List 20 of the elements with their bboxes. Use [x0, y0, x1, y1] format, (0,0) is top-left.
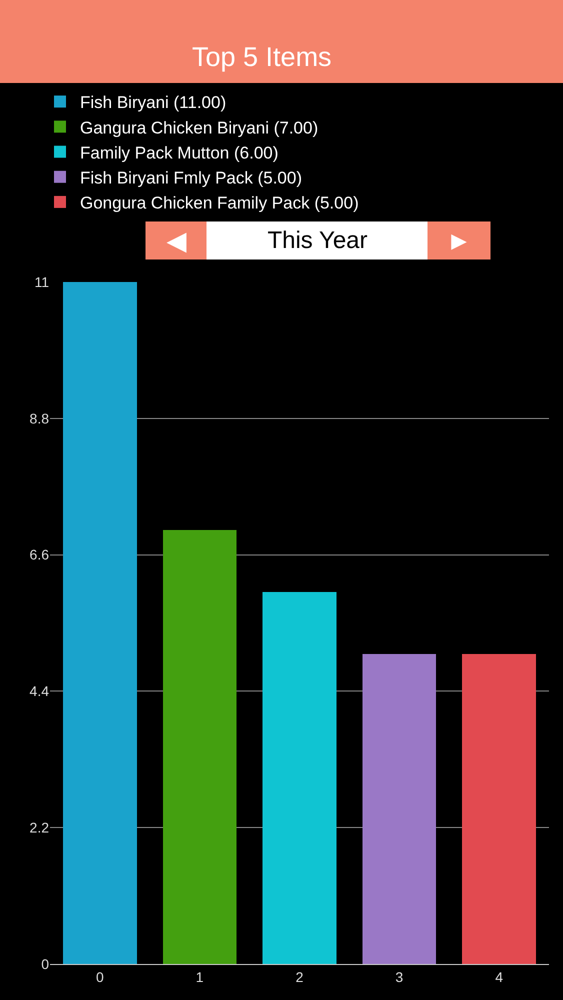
- legend-label: Fish Biryani Fmly Pack (5.00): [80, 168, 302, 188]
- y-tick-label: 6.6: [30, 546, 50, 563]
- x-tick-label: 0: [96, 968, 104, 985]
- y-tick-label: 4.4: [30, 683, 50, 700]
- y-tick-label: 0: [41, 956, 50, 972]
- x-tick-label: 1: [196, 968, 204, 985]
- legend-label: Fish Biryani (11.00): [80, 93, 226, 112]
- text: ◀: [166, 226, 186, 256]
- legend-label: Family Pack Mutton (6.00): [80, 143, 278, 162]
- text: This Year: [267, 227, 368, 254]
- y-tick-label: 8.8: [30, 410, 50, 426]
- x-tick-label: 2: [296, 968, 304, 985]
- y-tick-label: 2.2: [30, 820, 50, 836]
- legend-label: Gongura Chicken Family Pack (5.00): [80, 194, 359, 213]
- legend-label: Gangura Chicken Biryani (7.00): [80, 118, 318, 138]
- text: ►: [446, 226, 472, 256]
- x-tick-label: 3: [395, 968, 404, 985]
- x-tick-label: 4: [495, 968, 504, 985]
- chart-title: Top 5 Items: [192, 42, 332, 72]
- y-tick-label: 11: [34, 274, 50, 290]
